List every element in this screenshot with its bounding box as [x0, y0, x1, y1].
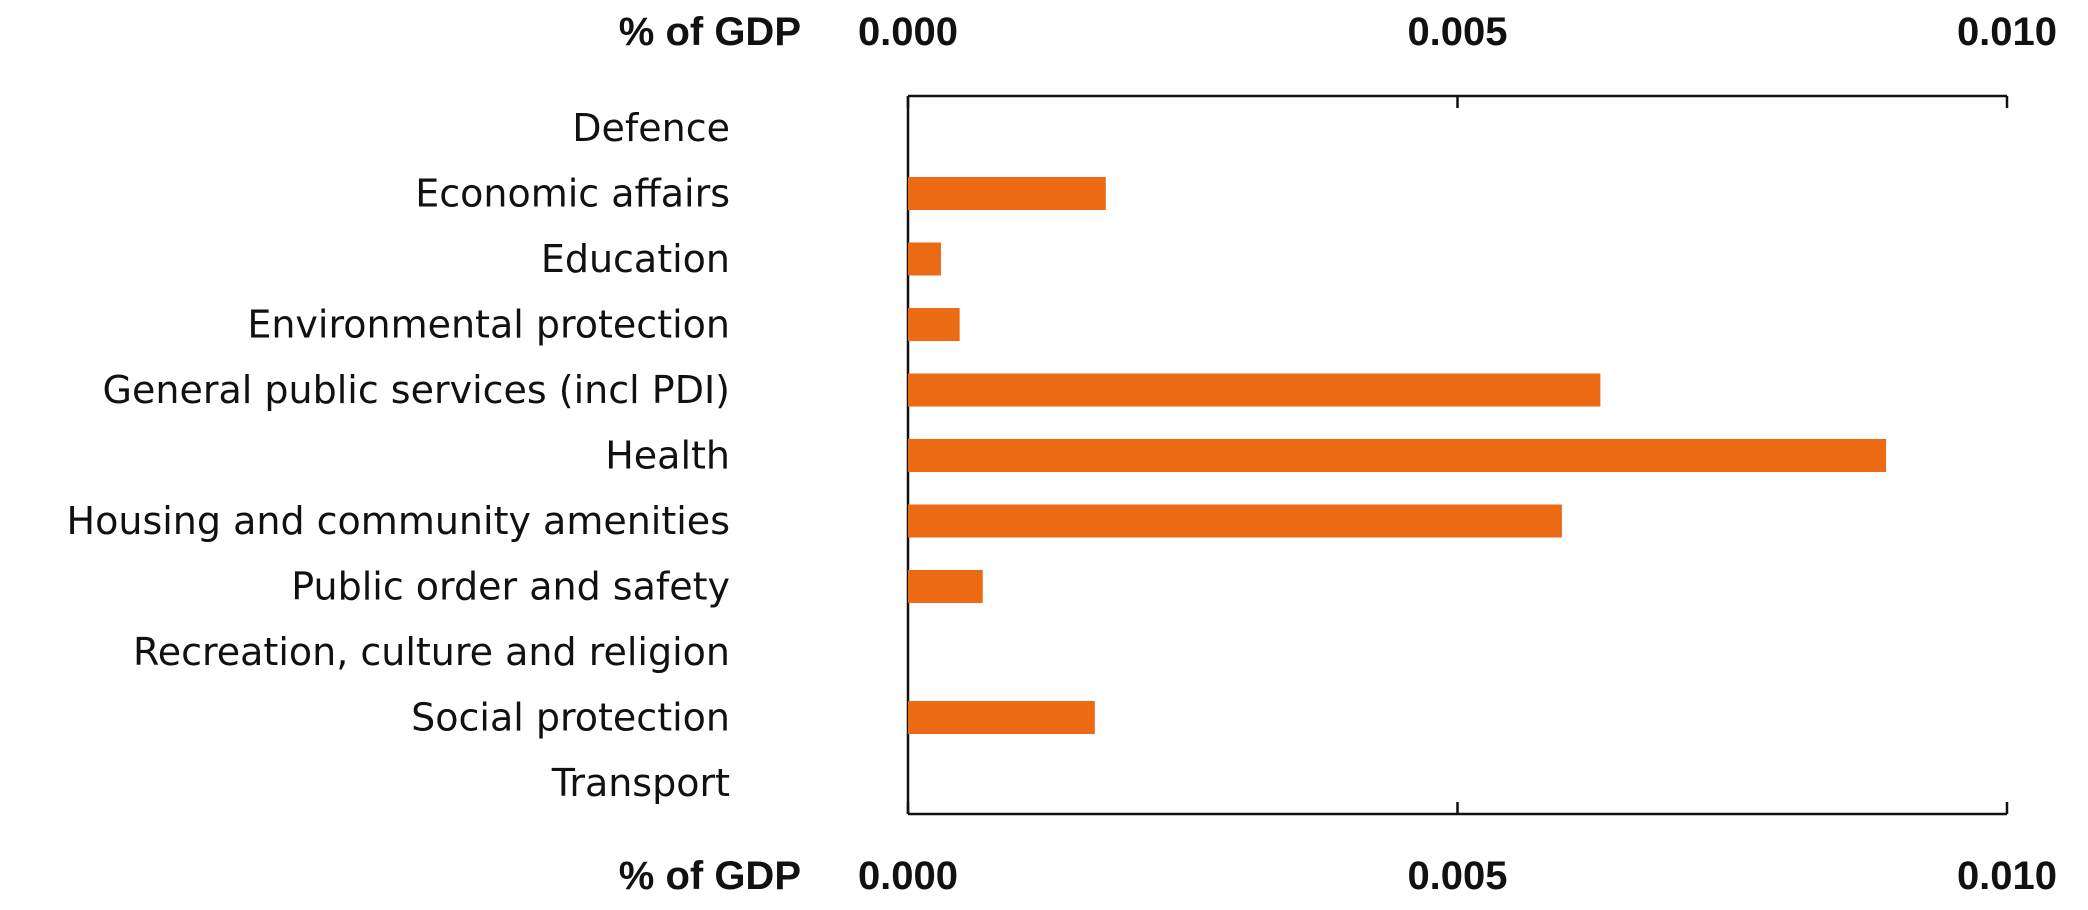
category-label: Transport — [551, 761, 730, 805]
category-label: Education — [541, 237, 730, 281]
top-axis-title: % of GDP — [619, 10, 801, 54]
category-label: General public services (incl PDI) — [103, 368, 730, 412]
top-tick-label: 0.000 — [858, 10, 958, 54]
bar — [908, 504, 1562, 538]
bar — [908, 439, 1887, 472]
top-tick-label: 0.005 — [1407, 10, 1507, 54]
bar — [908, 373, 1601, 407]
category-label: Health — [605, 434, 730, 478]
category-labels: Defence Economic affairs Education Environm… — [67, 106, 730, 805]
category-label: Recreation, culture and religion — [133, 630, 730, 674]
category-label: Public order and safety — [291, 565, 730, 609]
bar — [908, 177, 1106, 210]
category-label: Social protection — [411, 696, 730, 740]
bottom-tick-label: 0.000 — [858, 854, 958, 898]
bottom-tick-label: 0.010 — [1957, 854, 2057, 898]
category-label: Housing and community amenities — [67, 499, 730, 543]
bars — [908, 177, 1887, 734]
bottom-tick-labels: 0.000 0.005 0.010 — [858, 854, 2057, 898]
bar — [908, 242, 941, 276]
bar — [908, 570, 983, 603]
bottom-tick-label: 0.005 — [1407, 854, 1507, 898]
category-label: Defence — [572, 106, 730, 150]
top-tick-label: 0.010 — [1957, 10, 2057, 54]
bar — [908, 701, 1095, 734]
category-label: Environmental protection — [247, 303, 730, 347]
bottom-axis-title: % of GDP — [619, 854, 801, 898]
top-tick-labels: 0.000 0.005 0.010 — [858, 10, 2057, 54]
tick-marks — [906, 96, 2009, 814]
bar — [908, 308, 960, 341]
category-label: Economic affairs — [415, 172, 730, 216]
